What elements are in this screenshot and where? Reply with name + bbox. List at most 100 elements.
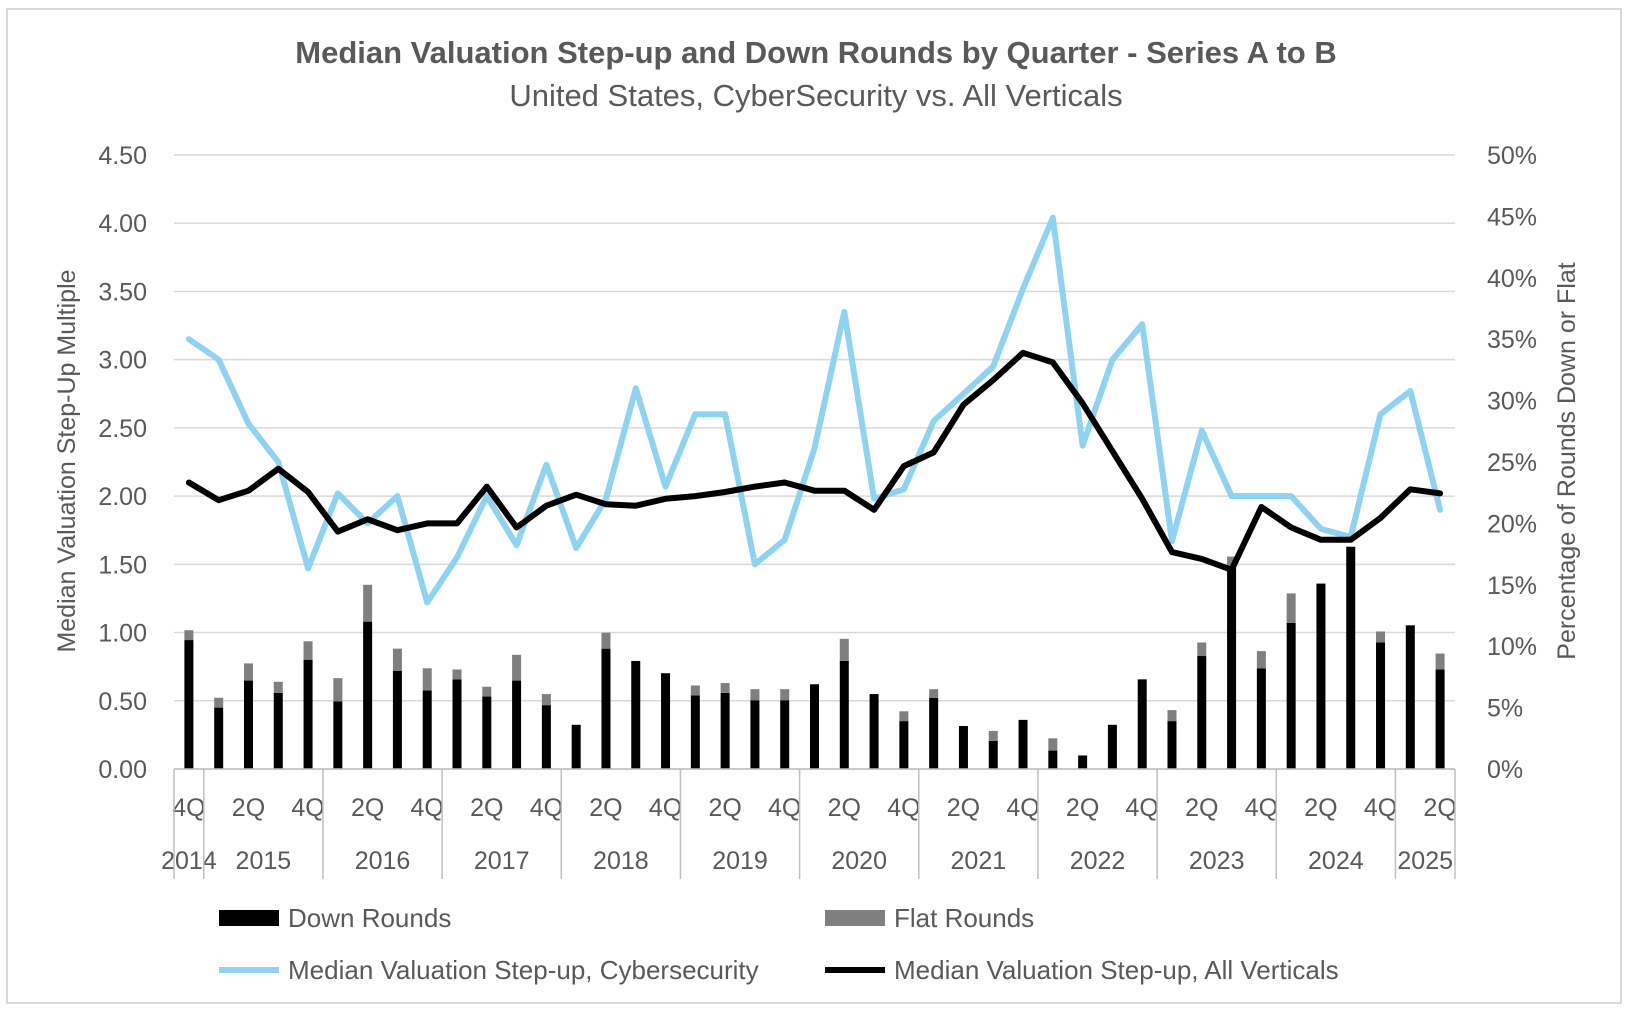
down-rounds-bar [1048, 750, 1058, 769]
down-rounds-bar [541, 705, 551, 769]
flat-rounds-bar [1227, 556, 1237, 567]
y-left-tick-label: 2.00 [98, 483, 147, 511]
flat-rounds-bar [1197, 642, 1207, 657]
down-rounds-bar [214, 707, 224, 769]
down-rounds-bar [1346, 546, 1356, 769]
down-rounds-bar [929, 697, 939, 769]
flat-rounds-bar [1167, 710, 1177, 722]
quarter-tick-label: 4Q [411, 794, 444, 822]
down-rounds-bar [1107, 724, 1117, 769]
year-tick-label: 2022 [1070, 847, 1126, 875]
flat-rounds-bar [601, 632, 611, 649]
y-right-tick-label: 0% [1487, 756, 1523, 784]
down-rounds-bar [1197, 656, 1207, 769]
down-rounds-bar [810, 684, 819, 769]
quarter-tick-label: 4Q [887, 794, 920, 822]
flat-rounds-bar [452, 669, 462, 680]
flat-rounds-bar [303, 641, 313, 660]
x-axis: 4Q 2Q 4Q 2Q 4Q 2Q 4Q 2Q 4Q 2Q 4Q 2Q 4Q 2Q 4Q 2Q 4Q 2Q 4Q 2Q… [161, 768, 1457, 879]
legend-swatch-down-rounds [219, 910, 279, 926]
quarter-tick-label: 2Q [232, 794, 265, 822]
flat-rounds-bar [929, 689, 939, 698]
down-rounds-bar [869, 694, 879, 769]
quarter-tick-label: 2Q [708, 794, 741, 822]
year-tick-label: 2020 [831, 847, 887, 875]
flat-rounds-bar [184, 630, 194, 641]
y-right-tick-label: 40% [1487, 265, 1537, 293]
y-left-tick-label: 0.00 [98, 756, 147, 784]
year-tick-label: 2014 [161, 847, 217, 875]
down-rounds-bar [1227, 566, 1237, 769]
legend-label-flat-rounds: Flat Rounds [894, 903, 1034, 933]
quarter-tick-label: 2Q [351, 794, 384, 822]
down-rounds-bar [1376, 642, 1386, 769]
flat-rounds-bar [541, 694, 551, 706]
y-right-tick-label: 10% [1487, 633, 1537, 661]
y-left-tick-label: 3.50 [98, 278, 147, 306]
quarter-tick-label: 2Q [947, 794, 980, 822]
y-left-tick-label: 4.50 [98, 142, 147, 170]
quarter-tick-label: 2Q [589, 794, 622, 822]
flat-rounds-bar [780, 689, 790, 701]
down-rounds-bar [452, 679, 462, 769]
down-rounds-bar [273, 692, 283, 769]
year-tick-label: 2017 [474, 847, 530, 875]
flat-rounds-bar [690, 685, 700, 696]
quarter-tick-label: 2Q [470, 794, 503, 822]
quarter-tick-label: 4Q [768, 794, 801, 822]
year-tick-label: 2025 [1397, 847, 1453, 875]
y-right-tick-label: 30% [1487, 388, 1537, 416]
down-rounds-bar [1316, 583, 1326, 769]
quarter-tick-label: 2Q [828, 794, 861, 822]
down-rounds-bar [750, 700, 760, 769]
down-rounds-bar [422, 690, 432, 769]
year-tick-label: 2023 [1189, 847, 1245, 875]
down-rounds-bar [482, 696, 492, 769]
y-right-tick-label: 25% [1487, 449, 1537, 477]
down-rounds-bar [1435, 669, 1445, 769]
down-rounds-bar [333, 701, 343, 769]
legend: Down Rounds Flat Rounds Median Valuation… [219, 903, 1339, 985]
down-rounds-bar [1405, 625, 1415, 769]
down-rounds-bar [690, 695, 700, 769]
flat-rounds-bar [243, 663, 253, 681]
all-verticals-line [185, 349, 1444, 573]
y-right-tick-label: 35% [1487, 326, 1537, 354]
flat-rounds-bar [363, 584, 373, 622]
down-rounds-bar [1256, 668, 1266, 769]
flat-rounds-bar [512, 654, 522, 681]
down-rounds-bar [661, 673, 671, 769]
year-tick-label: 2024 [1308, 847, 1364, 875]
down-rounds-bar [1286, 622, 1296, 769]
year-tick-label: 2018 [593, 847, 649, 875]
y-left-tick-label: 4.00 [98, 210, 147, 238]
y-left-tick-label: 3.00 [98, 347, 147, 375]
flat-rounds-bar [214, 697, 224, 708]
quarter-tick-label: 4Q [291, 794, 324, 822]
flat-rounds-bar [482, 686, 492, 697]
quarter-tick-label: 2Q [1185, 794, 1218, 822]
down-rounds-bar [601, 648, 611, 769]
flat-rounds-bar [988, 730, 998, 741]
year-tick-label: 2016 [355, 847, 411, 875]
quarter-tick-label: 4Q [1245, 794, 1278, 822]
flat-rounds-bar [1435, 653, 1445, 670]
y-right-tick-label: 50% [1487, 142, 1537, 170]
chart-subtitle: United States, CyberSecurity vs. All Ver… [509, 78, 1122, 113]
down-rounds-bar [512, 680, 522, 769]
quarter-tick-label: 4Q [1364, 794, 1397, 822]
down-rounds-bar [988, 740, 998, 769]
flat-rounds-bar [422, 668, 432, 691]
y-right-tick-label: 20% [1487, 510, 1537, 538]
down-rounds-bar [1018, 719, 1028, 769]
y-right-tick-label: 5% [1487, 695, 1523, 723]
down-rounds-bar [571, 724, 581, 769]
legend-label-cyber-line: Median Valuation Step-up, Cybersecurity [288, 955, 759, 985]
y-left-tick-label: 1.00 [98, 620, 147, 648]
legend-swatch-flat-rounds [825, 910, 885, 926]
quarter-tick-label: 4Q [530, 794, 563, 822]
flat-rounds-bar [1286, 593, 1296, 623]
quarter-tick-label: 4Q [649, 794, 682, 822]
down-rounds-bar [363, 621, 373, 769]
flat-rounds-bar [333, 678, 343, 702]
